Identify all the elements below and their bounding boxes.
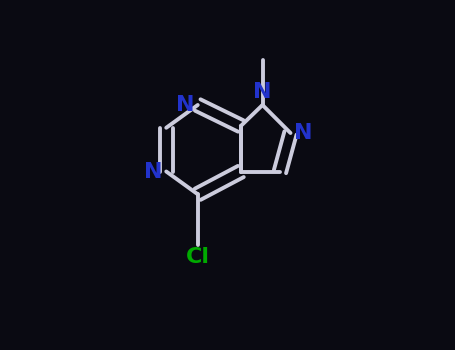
Text: Cl: Cl: [186, 247, 210, 267]
Text: N: N: [253, 82, 272, 102]
Text: N: N: [176, 95, 194, 115]
Text: N: N: [294, 123, 313, 143]
Text: N: N: [144, 161, 163, 182]
